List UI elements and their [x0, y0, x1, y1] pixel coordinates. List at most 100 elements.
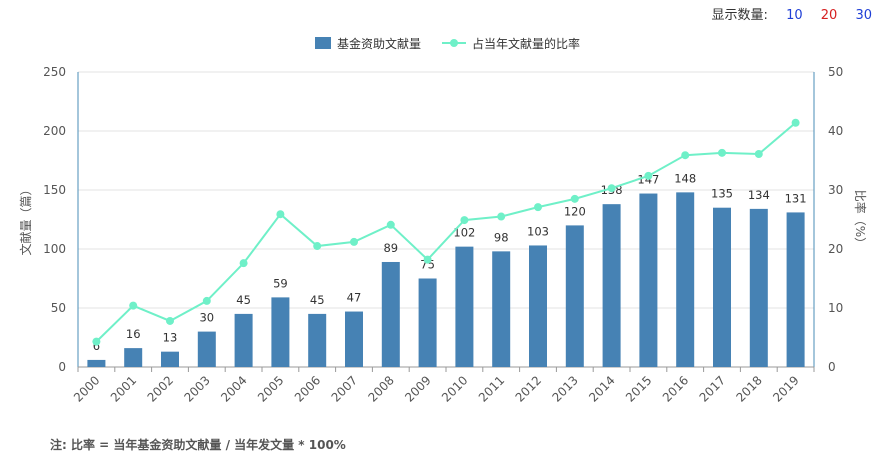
- bar-value-label: 30: [199, 311, 214, 325]
- y-axis-title: 文献量（篇）: [18, 183, 33, 255]
- ratio-point: [607, 184, 616, 193]
- bar-value-label: 120: [564, 204, 586, 218]
- ratio-point: [644, 171, 653, 180]
- bar-value-label: 45: [236, 293, 251, 307]
- bar: [345, 311, 363, 367]
- bar-value-label: 134: [748, 188, 770, 202]
- count-option-10[interactable]: 10: [786, 8, 803, 23]
- bar: [197, 331, 216, 367]
- ratio-point: [202, 296, 211, 305]
- bar-value-label: 131: [785, 191, 807, 205]
- legend-bar-swatch: [315, 37, 331, 49]
- ratio-point: [350, 237, 358, 246]
- y-tick-label: 100: [43, 242, 66, 256]
- ratio-point: [791, 118, 800, 127]
- x-tick-label: 2019: [770, 373, 801, 404]
- x-tick-label: 2001: [108, 373, 139, 404]
- bar: [234, 313, 253, 367]
- x-tick-label: 2002: [145, 373, 176, 404]
- x-tick-label: 2004: [218, 373, 249, 404]
- x-tick-label: 2005: [255, 373, 286, 404]
- ratio-point: [570, 194, 579, 203]
- x-tick-label: 2008: [365, 373, 396, 404]
- bar: [271, 297, 290, 367]
- bar-value-label: 135: [711, 187, 733, 201]
- ratio-point: [497, 212, 506, 221]
- y2-tick-label: 0: [828, 360, 836, 374]
- y-tick-label: 0: [58, 360, 66, 374]
- bar: [492, 251, 511, 367]
- x-tick-label: 2018: [733, 373, 764, 404]
- x-tick-label: 2000: [71, 373, 102, 404]
- bar: [639, 193, 658, 367]
- bar: [124, 348, 143, 367]
- display-count-label: 显示数量:: [711, 8, 768, 23]
- ratio-point: [681, 151, 690, 160]
- ratio-point: [166, 316, 174, 325]
- bar: [455, 246, 474, 367]
- x-tick-label: 2015: [623, 373, 654, 404]
- x-tick-label: 2007: [329, 373, 360, 404]
- x-tick-label: 2014: [586, 373, 617, 404]
- bar: [529, 245, 547, 367]
- bar: [381, 261, 400, 367]
- y2-tick-label: 20: [828, 242, 843, 256]
- bar: [676, 192, 695, 367]
- ratio-line: [95, 121, 797, 343]
- x-tick-label: 2006: [292, 373, 323, 404]
- ratio-point: [423, 255, 432, 264]
- ratio-point: [239, 259, 248, 268]
- display-count-control: 显示数量: 10 20 30: [712, 4, 872, 23]
- bar-value-label: 47: [347, 291, 362, 305]
- count-option-30[interactable]: 30: [855, 8, 872, 23]
- bar-value-label: 13: [163, 331, 178, 345]
- x-tick-label: 2010: [439, 373, 470, 404]
- y-tick-label: 200: [43, 124, 66, 138]
- bar-value-label: 6: [93, 339, 100, 353]
- bar-value-label: 103: [527, 224, 549, 238]
- bar-value-label: 98: [494, 230, 509, 244]
- ratio-point: [534, 203, 542, 212]
- ratio-point: [718, 148, 726, 157]
- bar-value-label: 16: [126, 327, 141, 341]
- x-tick-label: 2012: [513, 373, 544, 404]
- ratio-point: [313, 242, 322, 251]
- bar: [418, 278, 437, 367]
- legend-line-marker: [450, 39, 458, 47]
- ratio-point: [460, 216, 469, 225]
- bar: [602, 204, 621, 367]
- x-tick-label: 2009: [402, 373, 433, 404]
- y2-tick-label: 10: [828, 301, 843, 315]
- bar-value-label: 45: [310, 293, 325, 307]
- bar-value-label: 59: [273, 276, 288, 290]
- bar: [308, 313, 327, 367]
- x-tick-label: 2011: [476, 373, 507, 404]
- x-tick-label: 2017: [697, 373, 728, 404]
- bar-value-label: 148: [674, 171, 696, 185]
- bar: [786, 212, 805, 367]
- bar: [749, 208, 768, 367]
- y2-tick-label: 40: [828, 124, 843, 138]
- ratio-note: 注: 比率 = 当年基金资助文献量 / 当年发文量 * 100%: [50, 438, 346, 452]
- y-tick-label: 250: [43, 65, 66, 79]
- ratio-point: [754, 150, 763, 159]
- count-option-20[interactable]: 20: [820, 8, 838, 23]
- y2-tick-label: 50: [828, 65, 843, 79]
- x-tick-label: 2016: [660, 373, 691, 404]
- ratio-point: [386, 220, 395, 229]
- bar: [565, 225, 584, 367]
- bar: [161, 351, 179, 367]
- ratio-point: [276, 210, 285, 219]
- ratio-point: [92, 337, 101, 346]
- x-tick-label: 2013: [549, 373, 580, 404]
- legend-bar-label: 基金资助文献量: [337, 36, 421, 51]
- bar-value-label: 89: [383, 241, 398, 255]
- y-tick-label: 150: [43, 183, 66, 197]
- y2-axis-title: 比率（%）: [853, 190, 868, 249]
- ratio-point: [129, 301, 138, 310]
- bar-value-label: 102: [453, 226, 475, 240]
- legend-line-label: 占当年文献量的比率: [472, 36, 580, 51]
- bar: [713, 207, 731, 367]
- bar: [87, 359, 106, 367]
